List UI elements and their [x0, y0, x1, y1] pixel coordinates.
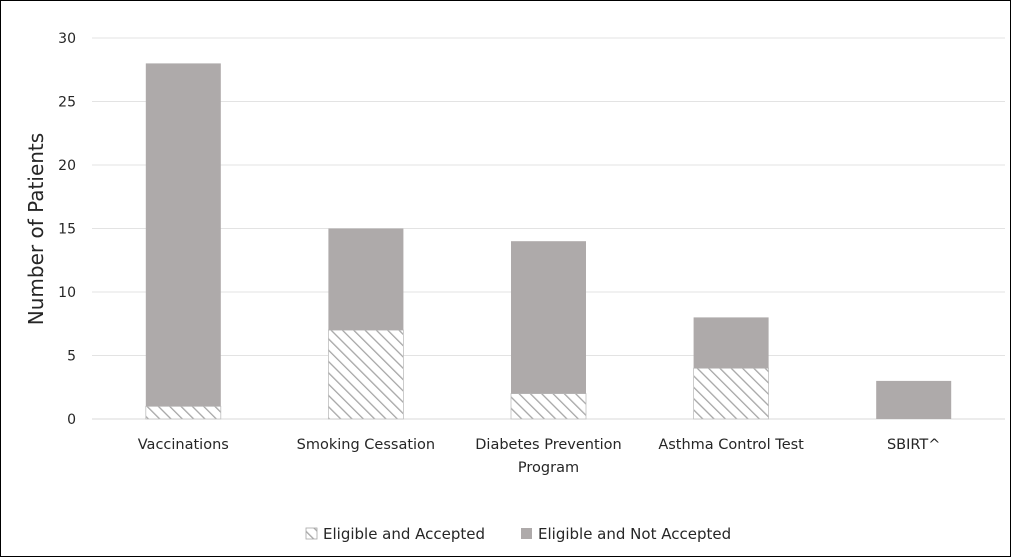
- y-tick-label: 25: [58, 95, 76, 111]
- x-category-label: Diabetes Prevention: [475, 437, 622, 453]
- x-category-label: Asthma Control Test: [658, 437, 804, 453]
- legend: Eligible and Accepted Eligible and Not Ac…: [305, 525, 731, 543]
- y-tick-label: 5: [67, 349, 76, 365]
- x-category-label: Smoking Cessation: [297, 437, 435, 453]
- bar-segment-not-accepted: [145, 63, 221, 407]
- y-tick-label: 10: [58, 285, 76, 301]
- legend-swatch: [305, 527, 318, 540]
- y-tick-label: 15: [58, 222, 76, 238]
- bar-segment-accepted: [693, 367, 769, 420]
- bar-segment-not-accepted: [328, 228, 404, 331]
- x-category-label: Program: [518, 460, 579, 476]
- bars: [145, 63, 952, 420]
- y-tick-label: 30: [58, 31, 76, 47]
- bar-segment-not-accepted: [693, 317, 769, 369]
- x-category-label: SBIRT^: [887, 437, 940, 453]
- bar-segment-not-accepted: [876, 380, 952, 419]
- legend-label: Eligible and Accepted: [323, 525, 485, 543]
- legend-swatch: [521, 528, 532, 539]
- x-category-labels: Vaccinations Smoking Cessation Diabetes Pr…: [138, 437, 941, 476]
- y-tick-label: 20: [58, 158, 76, 174]
- bar-segment-accepted: [327, 329, 404, 420]
- bar-segment-accepted: [145, 405, 222, 420]
- gridlines: [92, 37, 1005, 420]
- y-tick-labels: 0 5 10 15 20 25 30: [58, 31, 76, 428]
- x-category-label: Vaccinations: [138, 437, 229, 453]
- legend-label: Eligible and Not Accepted: [538, 525, 731, 543]
- y-tick-label: 0: [67, 412, 76, 428]
- bar-segment-accepted: [510, 393, 587, 420]
- bar-segment-not-accepted: [511, 241, 586, 394]
- y-axis-title: Number of Patients: [24, 133, 48, 325]
